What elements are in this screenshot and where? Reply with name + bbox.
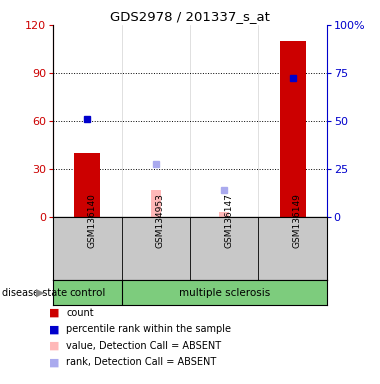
Text: GSM134953: GSM134953 (156, 193, 165, 248)
Text: disease state: disease state (2, 288, 67, 298)
Text: ■: ■ (49, 308, 60, 318)
Text: GSM136147: GSM136147 (224, 193, 233, 248)
Text: ▶: ▶ (36, 288, 44, 298)
Text: GSM136149: GSM136149 (293, 193, 302, 248)
Text: rank, Detection Call = ABSENT: rank, Detection Call = ABSENT (66, 358, 217, 367)
Text: GDS2978 / 201337_s_at: GDS2978 / 201337_s_at (110, 10, 270, 23)
Text: percentile rank within the sample: percentile rank within the sample (66, 324, 231, 334)
Text: ■: ■ (49, 324, 60, 334)
Text: GSM136140: GSM136140 (87, 193, 97, 248)
Text: control: control (69, 288, 106, 298)
Text: ■: ■ (49, 358, 60, 367)
Bar (150, 190, 161, 217)
Bar (219, 212, 230, 217)
Text: ■: ■ (49, 341, 60, 351)
Text: value, Detection Call = ABSENT: value, Detection Call = ABSENT (66, 341, 222, 351)
Bar (74, 153, 100, 217)
Text: multiple sclerosis: multiple sclerosis (179, 288, 270, 298)
Text: count: count (66, 308, 94, 318)
Bar (280, 41, 306, 217)
